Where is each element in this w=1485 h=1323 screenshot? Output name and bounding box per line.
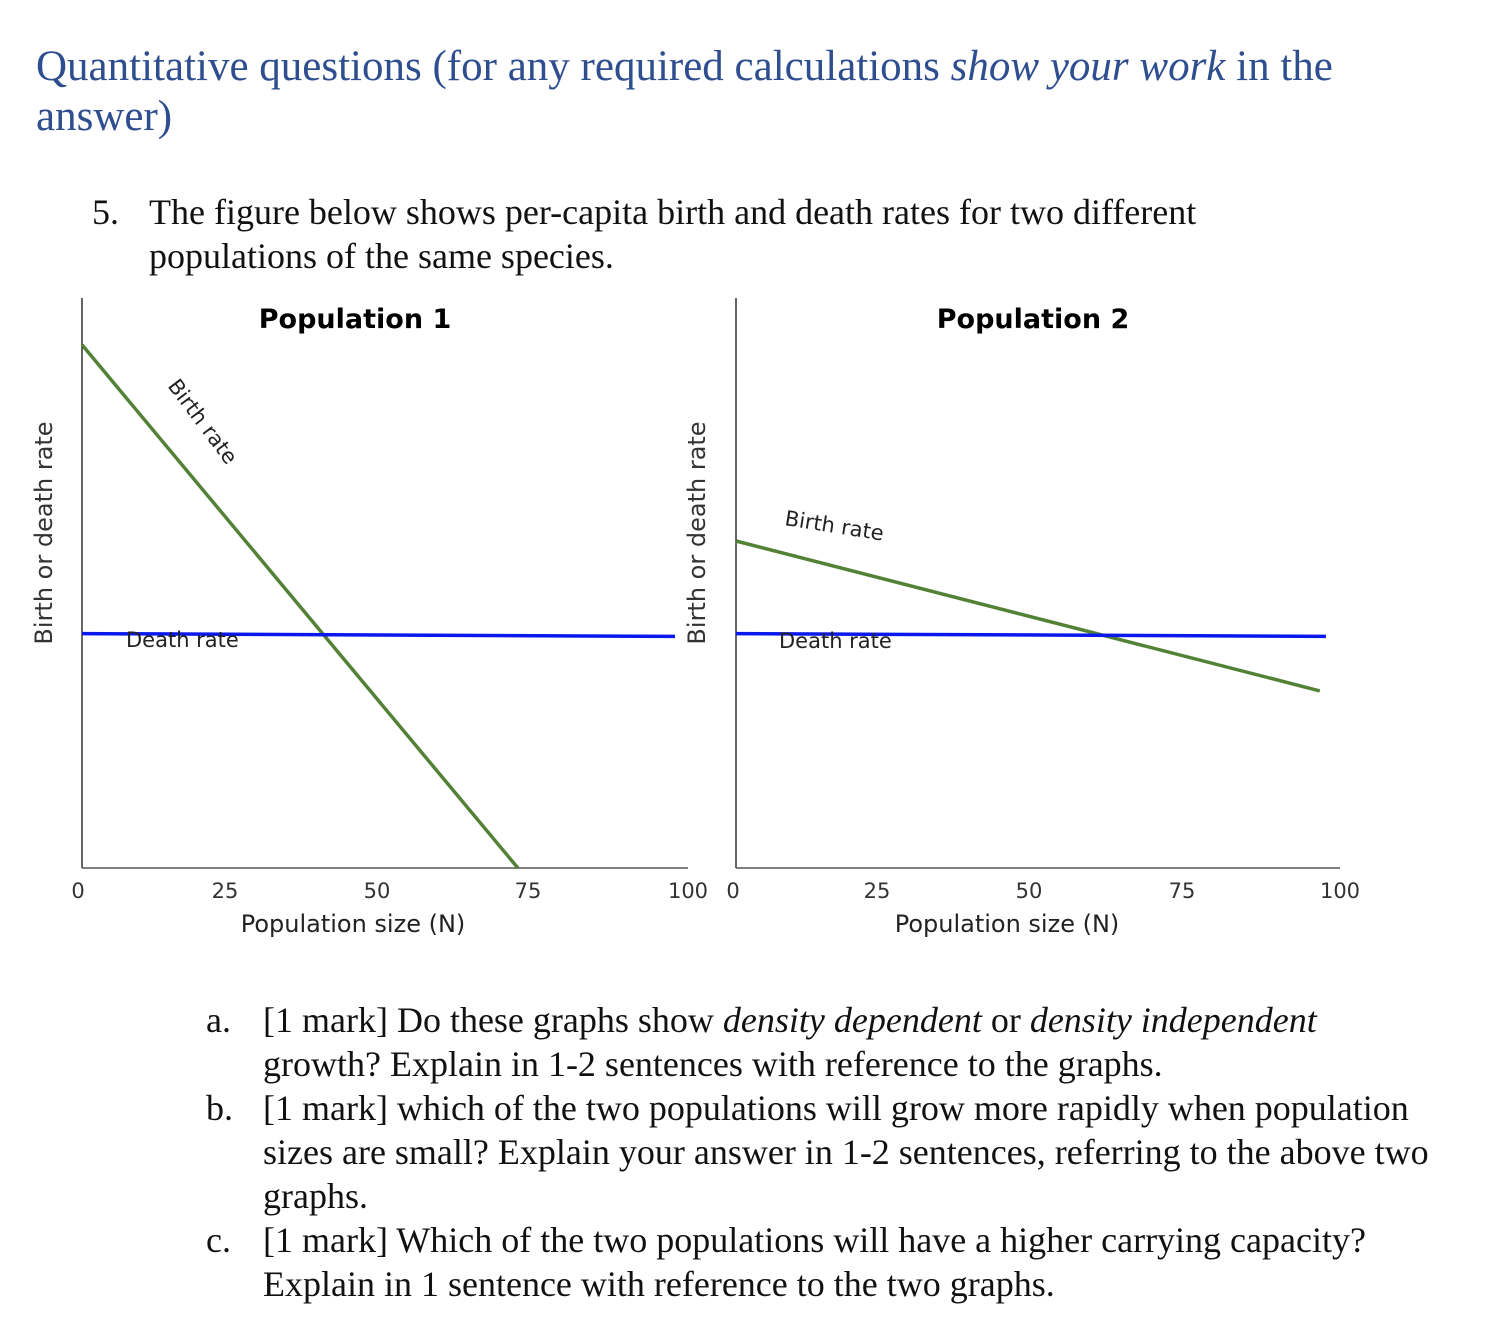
figure-birth-death-rates: Population 1 0 25 50 75 100 Population size (N… <box>30 298 1360 938</box>
subquestion-letter: c. <box>206 1220 231 1260</box>
death-rate-label: Death rate <box>779 629 892 653</box>
subquestion-a-mid: or <box>981 1000 1030 1040</box>
birth-rate-line <box>735 539 1321 693</box>
x-tick-label: 50 <box>364 879 391 903</box>
death-rate-line <box>735 631 1326 639</box>
subquestion-a-pre: [1 mark] Do these graphs show <box>263 1000 723 1040</box>
subquestion-a-post: growth? Explain in 1-2 sentences with re… <box>263 1044 1163 1084</box>
chart-title: Population 1 <box>259 304 451 335</box>
birth-rate-line <box>80 343 520 870</box>
x-tick-label: 25 <box>212 879 239 903</box>
death-rate-label: Death rate <box>126 628 239 652</box>
y-axis-label: Birth or death rate <box>30 421 58 644</box>
question-number: 5. <box>92 192 119 232</box>
chart-title: Population 2 <box>937 304 1129 335</box>
heading-emphasis: show your work <box>950 43 1226 90</box>
term-density-dependent: density dependent <box>722 1000 982 1040</box>
x-tick-label: 100 <box>1320 879 1360 903</box>
x-tick-label: 75 <box>1169 879 1196 903</box>
x-tick-label: 0 <box>726 879 739 903</box>
subquestion-letter: b. <box>206 1088 233 1128</box>
section-heading: Quantitative questions (for any required… <box>36 42 1456 142</box>
x-axis-label: Population size (N) <box>895 910 1120 938</box>
y-axis-label: Birth or death rate <box>683 421 711 644</box>
heading-part2: in the answer) <box>36 43 1333 140</box>
x-tick-label: 75 <box>515 879 542 903</box>
death-rate-line <box>81 631 676 639</box>
x-axis-label: Population size (N) <box>241 910 466 938</box>
x-tick-label: 25 <box>864 879 891 903</box>
term-density-independent: density independent <box>1029 1000 1317 1040</box>
subquestion-text: [1 mark] which of the two populations wi… <box>263 1088 1429 1216</box>
x-tick-label: 100 <box>668 879 708 903</box>
heading-part1: Quantitative questions (for any required… <box>36 43 951 90</box>
question-text: The figure below shows per-capita birth … <box>149 192 1197 276</box>
x-tick-label: 0 <box>71 879 84 903</box>
subquestion-text: [1 mark] Do these graphs show density de… <box>263 998 1443 1086</box>
x-tick-label: 50 <box>1016 879 1043 903</box>
subquestion-letter: a. <box>206 1000 231 1040</box>
birth-rate-label: Birth rate <box>783 506 885 545</box>
subquestion-text: [1 mark] Which of the two populations wi… <box>263 1220 1366 1304</box>
